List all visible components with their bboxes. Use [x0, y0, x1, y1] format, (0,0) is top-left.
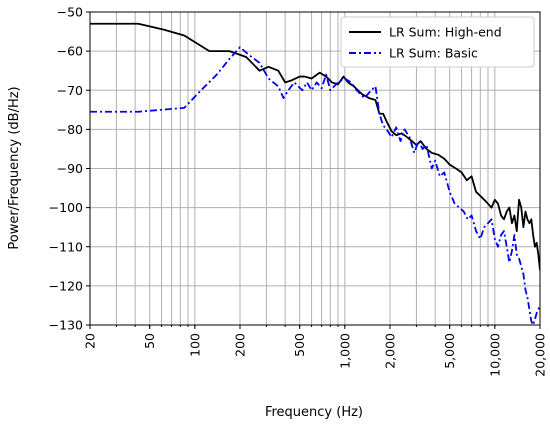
x-tick-label: 500 [292, 333, 307, 357]
legend-label-high-end: LR Sum: High-end [389, 25, 502, 40]
x-tick-label: 200 [233, 333, 248, 357]
y-tick-label: −90 [57, 161, 83, 176]
x-tick-label: 20 [83, 333, 98, 349]
x-tick-label: 1,000 [337, 333, 352, 369]
y-tick-label: −110 [49, 239, 83, 254]
y-tick-label: −60 [57, 44, 83, 59]
x-tick-label: 5,000 [442, 333, 457, 369]
axis-ticks [86, 11, 541, 329]
y-tick-label: −80 [57, 122, 83, 137]
x-tick-label: 100 [187, 333, 202, 357]
series-line-high-end [90, 22, 540, 271]
legend-label-basic: LR Sum: Basic [389, 46, 478, 61]
legend-box [340, 16, 535, 68]
x-tick-label: 10,000 [487, 333, 502, 377]
series-layer [90, 22, 540, 325]
x-axis-label: Frequency (Hz) [265, 405, 363, 420]
y-tick-labels: −50 −60 −70 −80 −90 −100 −110 −120 −130 [49, 5, 83, 333]
legend: LR Sum: High-end LR Sum: Basic [340, 16, 535, 68]
y-tick-label: −120 [49, 278, 83, 293]
x-tick-label: 20,000 [533, 333, 548, 377]
y-tick-label: −50 [57, 5, 83, 20]
y-tick-label: −130 [49, 318, 83, 333]
x-tick-label: 50 [142, 333, 157, 349]
y-axis-label: Power/Frequency (dB/Hz) [7, 86, 22, 249]
series-line-basic [90, 46, 540, 325]
y-tick-label: −100 [49, 200, 83, 215]
y-tick-label: −70 [57, 83, 83, 98]
x-tick-label: 2,000 [383, 333, 398, 369]
x-tick-labels: 20 50 100 200 500 1,000 2,000 5,000 10,000 20,000 [83, 333, 548, 377]
